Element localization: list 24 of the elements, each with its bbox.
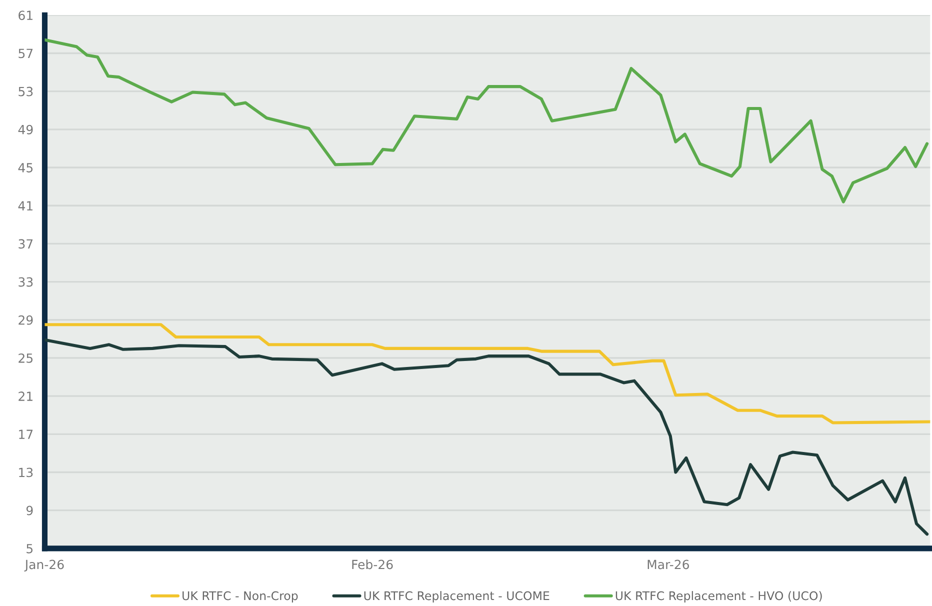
x-tick-label: Feb-26 [352,560,393,570]
y-tick-label: 29 [18,315,33,325]
y-tick-label: 13 [19,468,33,478]
y-tick-label: 45 [18,163,33,172]
legend-label: UK RTFC - Non-Crop [182,591,298,602]
x-tick-label: Jan-26 [24,560,64,572]
legend-label: UK RTFC Replacement - UCOME [364,591,550,602]
y-tick-label: 25 [18,353,33,363]
legend-label: UK RTFC Replacement - HVO (UCO) [616,591,822,602]
y-tick-label: 41 [18,201,32,210]
y-tick-label: 21 [18,392,32,401]
y-tick-label: 57 [18,48,33,58]
line-series [44,338,929,536]
y-tick-label: 37 [18,239,33,249]
y-tick-label: 33 [18,277,33,287]
y-tick-label: 53 [18,86,33,96]
x-tick-label: Mar-26 [648,560,689,570]
y-tick-label: 49 [18,124,33,134]
y-tick-label: 17 [19,430,33,439]
y-tick-label: 9 [26,506,33,516]
y-tick-label: 61 [18,10,32,20]
line-series [44,38,929,204]
y-tick-label: 5 [26,544,33,554]
line-series [44,323,930,424]
